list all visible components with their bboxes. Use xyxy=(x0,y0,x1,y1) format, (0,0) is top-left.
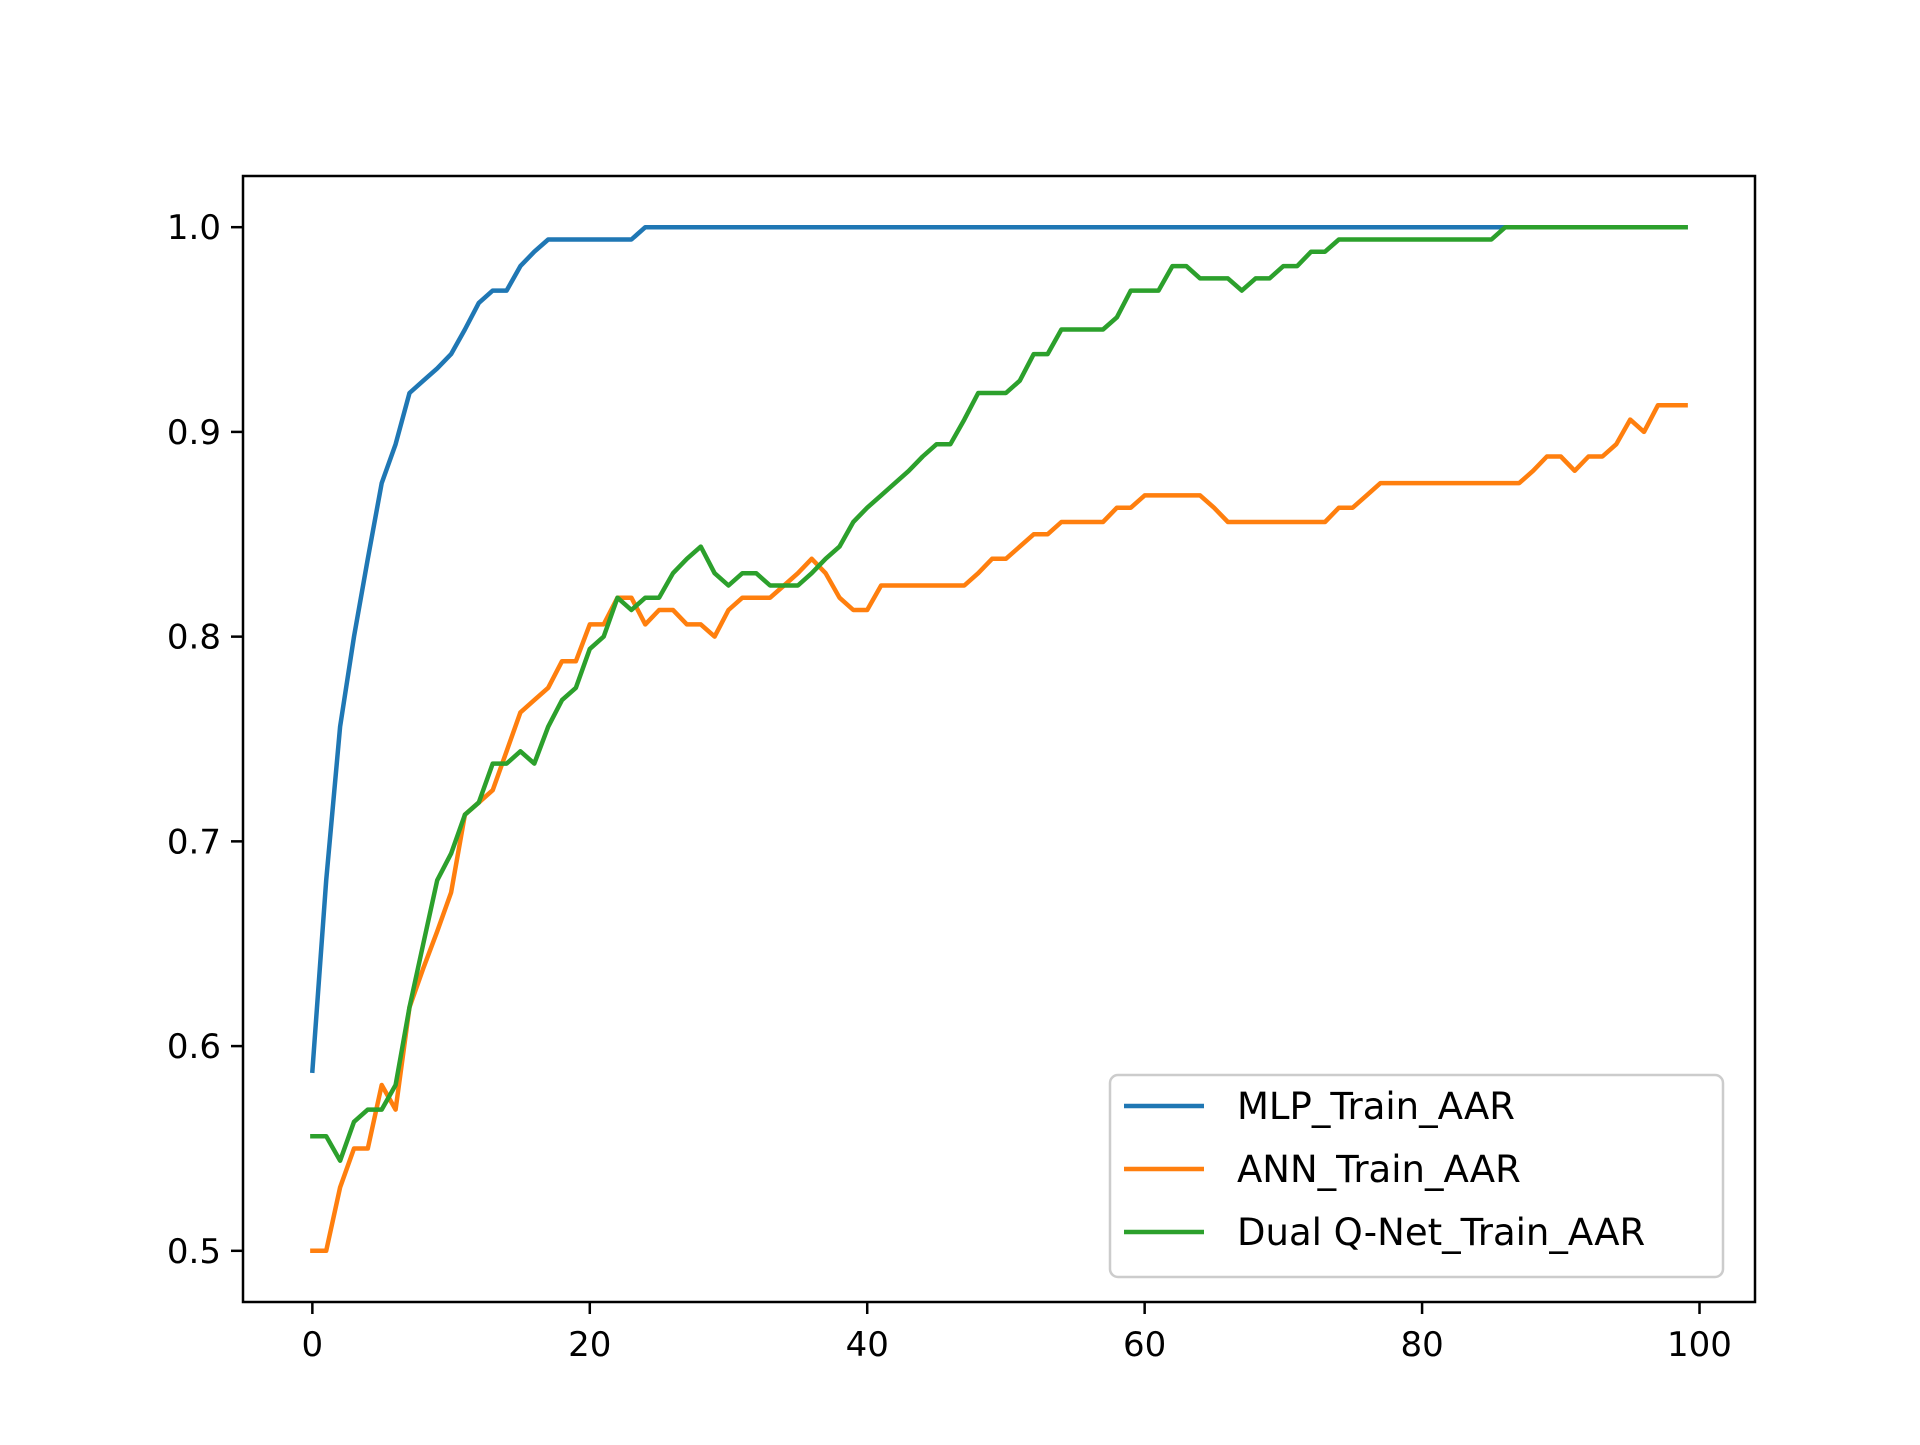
x-tick-label: 20 xyxy=(568,1325,611,1365)
y-tick-label: 0.9 xyxy=(167,413,221,453)
x-tick-label: 80 xyxy=(1400,1325,1443,1365)
x-tick-label: 40 xyxy=(846,1325,889,1365)
series-line-ann-train-aar xyxy=(310,403,1688,1254)
plot-area-frame xyxy=(241,174,1757,1304)
legend-label: MLP_Train_AAR xyxy=(1237,1085,1515,1128)
legend: MLP_Train_AAR ANN_Train_AAR Dual Q-Net_Tra… xyxy=(1108,1073,1725,1279)
series-line-dual-q-net-train-aar xyxy=(310,224,1688,1163)
y-axis: 0.5 0.6 0.7 0.8 0.9 1.0 xyxy=(167,208,243,1272)
y-tick-label: 0.7 xyxy=(167,822,221,862)
y-tick-label: 0.5 xyxy=(167,1232,221,1272)
series-lines xyxy=(309,224,1688,1254)
x-tick-label: 100 xyxy=(1667,1325,1732,1365)
y-tick-label: 1.0 xyxy=(167,208,221,248)
y-tick-label: 0.8 xyxy=(167,618,221,658)
y-tick-label: 0.6 xyxy=(167,1027,221,1067)
x-tick-label: 0 xyxy=(302,1325,324,1365)
series-line-mlp-train-aar xyxy=(309,224,1688,1074)
legend-label: ANN_Train_AAR xyxy=(1237,1148,1521,1191)
legend-label: Dual Q-Net_Train_AAR xyxy=(1237,1211,1645,1254)
legend-box xyxy=(1108,1073,1725,1279)
x-tick-label: 60 xyxy=(1123,1325,1166,1365)
x-axis: 0 20 40 60 80 100 xyxy=(302,1302,1732,1365)
